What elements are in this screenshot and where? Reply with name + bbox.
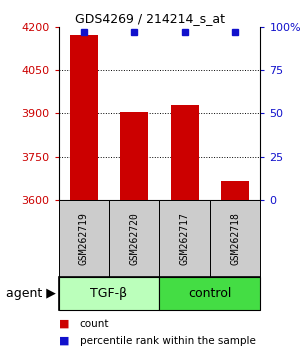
- Text: percentile rank within the sample: percentile rank within the sample: [80, 336, 255, 346]
- Bar: [120, 112, 148, 200]
- Bar: [58, 277, 160, 310]
- Text: ■: ■: [58, 319, 69, 329]
- Text: GSM262717: GSM262717: [180, 212, 190, 265]
- Text: GSM262719: GSM262719: [79, 212, 89, 265]
- Text: agent ▶: agent ▶: [6, 287, 56, 300]
- Bar: [70, 35, 98, 200]
- Bar: [210, 200, 260, 277]
- Bar: [160, 277, 260, 310]
- Bar: [221, 181, 249, 200]
- Text: control: control: [188, 287, 232, 300]
- Text: count: count: [80, 319, 109, 329]
- Text: GSM262718: GSM262718: [230, 212, 240, 265]
- Bar: [58, 200, 109, 277]
- Text: TGF-β: TGF-β: [90, 287, 128, 300]
- Text: GDS4269 / 214214_s_at: GDS4269 / 214214_s_at: [75, 12, 225, 25]
- Text: GSM262720: GSM262720: [129, 212, 139, 265]
- Bar: [109, 200, 160, 277]
- Bar: [171, 104, 199, 200]
- Text: ■: ■: [58, 336, 69, 346]
- Bar: [160, 200, 210, 277]
